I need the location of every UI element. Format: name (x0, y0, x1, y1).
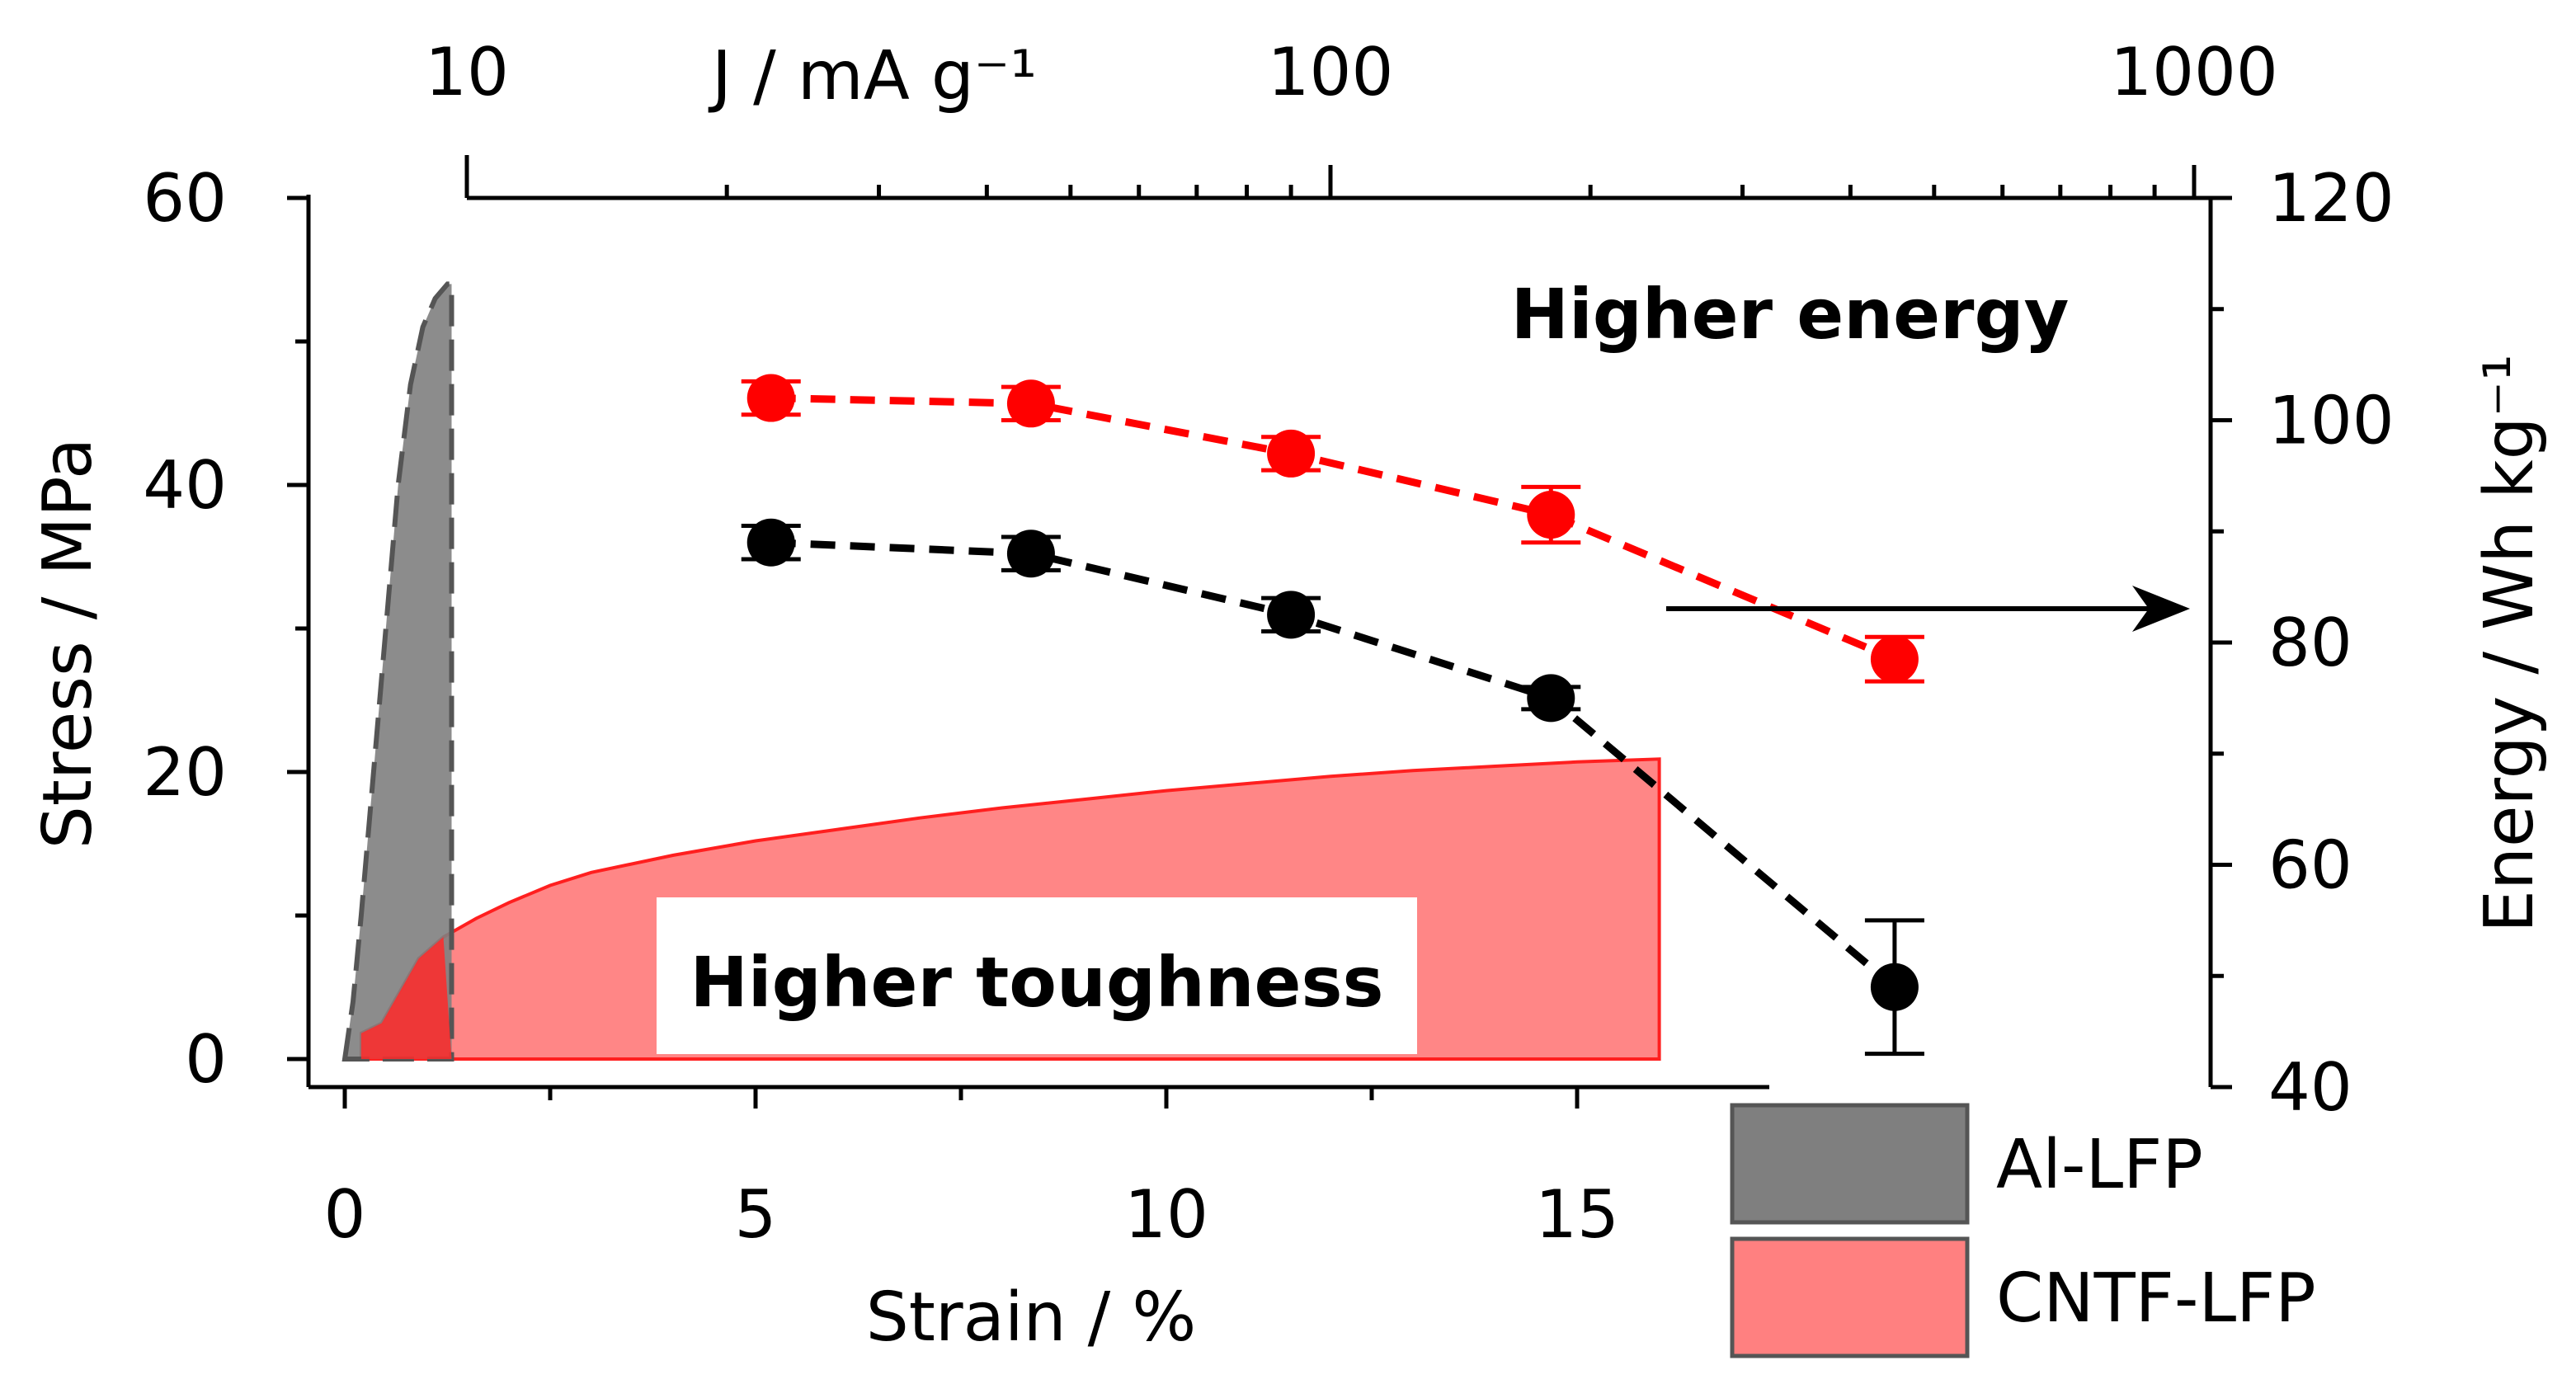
right-tick-label: 100 (2268, 383, 2395, 459)
higher-energy-annotation: Higher energy (1511, 274, 2070, 355)
left-tick-label: 40 (143, 447, 227, 524)
energy-point (1006, 530, 1055, 578)
left-tick-label: 60 (143, 160, 227, 237)
bottom-tick-label: 0 (324, 1176, 366, 1253)
left-tick-label: 20 (143, 734, 227, 811)
left-tick-labels: 0 20 40 60 (143, 160, 227, 1098)
energy-point (1870, 963, 1919, 1011)
right-axis-title: Energy / Wh kg⁻¹ (2470, 354, 2549, 933)
energy-series (741, 374, 1924, 1057)
toughness-label-box (657, 897, 1417, 1054)
energy-point (1870, 635, 1919, 684)
top-tick-labels: 10 100 1000 (425, 34, 2278, 111)
right-tick-label: 40 (2268, 1049, 2352, 1126)
overlap-area (360, 937, 452, 1059)
bottom-tick-label: 10 (1124, 1176, 1208, 1253)
bottom-tick-labels: 0 5 10 15 (324, 1176, 1619, 1253)
top-tick-label: 100 (1268, 34, 1394, 111)
right-tick-labels: 40 60 80 100 120 (2268, 160, 2395, 1126)
right-tick-label: 80 (2268, 605, 2352, 681)
bottom-tick-label: 15 (1535, 1176, 1619, 1253)
x-axis-title: Strain / % (866, 1278, 1197, 1357)
al-lfp-stress-strain-area (341, 281, 454, 1062)
energy-line-0 (770, 394, 1896, 663)
energy-point (1267, 429, 1316, 478)
higher-toughness-annotation: Higher toughness (690, 942, 1383, 1023)
y-axis-title: Stress / MPa (29, 438, 107, 850)
energy-point (1527, 674, 1575, 723)
right-axis-arrow (1666, 586, 2190, 632)
energy-point (1267, 591, 1316, 639)
right-tick-label: 60 (2268, 827, 2352, 904)
legend-swatch-cntf-lfp (1730, 1236, 1970, 1358)
legend-label: Al-LFP (1996, 1126, 2203, 1204)
energy-point (746, 374, 795, 422)
energy-point (746, 518, 795, 567)
energy-point (1527, 491, 1575, 539)
axis-ticks (287, 155, 2232, 1109)
left-tick-label: 0 (185, 1021, 227, 1098)
energy-point (1006, 379, 1055, 428)
right-tick-label: 120 (2268, 160, 2395, 237)
legend-label: CNTF-LFP (1996, 1259, 2316, 1338)
top-tick-label: 10 (425, 34, 509, 111)
bottom-tick-label: 5 (735, 1176, 777, 1253)
legend: Al-LFP CNTF-LFP (1730, 1103, 2316, 1358)
top-tick-label: 1000 (2110, 34, 2278, 111)
top-axis-title: J / mA g⁻¹ (708, 37, 1037, 115)
legend-swatch-al-lfp (1730, 1103, 1970, 1225)
